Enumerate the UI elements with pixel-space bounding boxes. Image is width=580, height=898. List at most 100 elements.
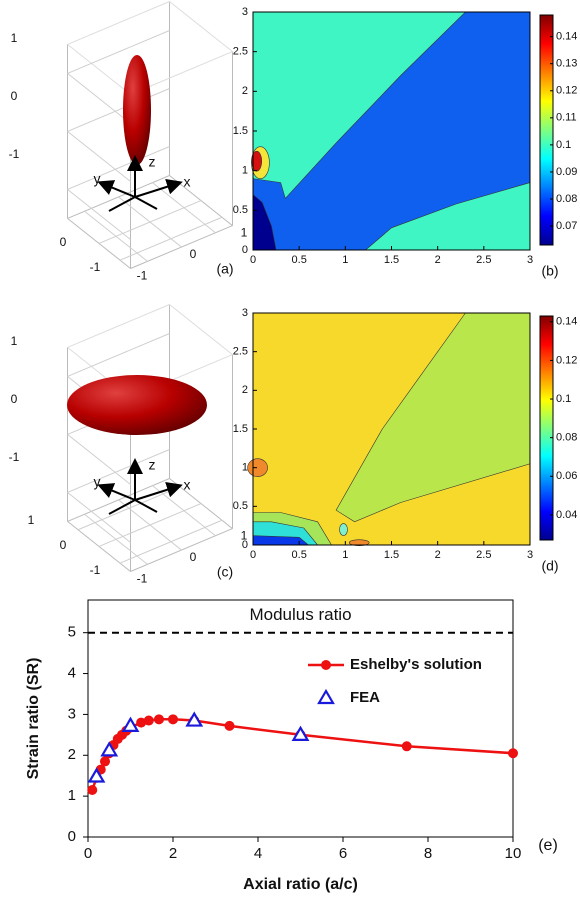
panel-label: (a) bbox=[216, 261, 233, 277]
panel-label: (b) bbox=[541, 263, 558, 279]
x-tick-label: 4 bbox=[254, 845, 262, 862]
legend-label: Eshelby's solution bbox=[350, 656, 482, 673]
colorbar-tick-label: 0.07 bbox=[556, 220, 577, 232]
y-tick-label: -1 bbox=[90, 563, 101, 577]
axis-letter: y bbox=[94, 171, 101, 187]
colorbar-tick-label: 0.12 bbox=[556, 354, 577, 366]
y-tick-label: 4 bbox=[68, 665, 76, 682]
colorbar-tick-label: 0.14 bbox=[556, 316, 577, 328]
box-edge bbox=[169, 1, 233, 52]
box-edge bbox=[67, 304, 170, 348]
grid-line bbox=[98, 200, 202, 244]
y-tick-label: 0.5 bbox=[233, 500, 248, 512]
colorbar-tick-label: 0.1 bbox=[556, 393, 571, 405]
grid-line bbox=[67, 333, 170, 377]
data-point bbox=[100, 756, 110, 767]
contour-region bbox=[247, 458, 268, 477]
x-tick-label: 1.5 bbox=[384, 549, 399, 561]
x-tick-label: 0 bbox=[250, 549, 256, 561]
x-tick-label: 2.5 bbox=[476, 549, 491, 561]
x-tick-label: 0 bbox=[190, 247, 197, 261]
data-point bbox=[87, 767, 106, 783]
legend-label: FEA bbox=[350, 689, 380, 706]
axis-stub bbox=[108, 499, 136, 515]
grid-line bbox=[119, 216, 223, 261]
y-tick-label: -1 bbox=[90, 260, 101, 274]
y-axis-label: Strain ratio (SR) bbox=[25, 658, 42, 780]
x-tick-label: 1.5 bbox=[384, 254, 399, 266]
x-arrow bbox=[134, 482, 183, 501]
colorbar-tick-label: 0.04 bbox=[556, 509, 577, 521]
box-edge bbox=[67, 1, 170, 45]
y-tick-label: 1 bbox=[28, 513, 35, 527]
axis-letter: x bbox=[184, 477, 191, 493]
y-tick-label: 0 bbox=[242, 539, 248, 551]
y-tick-label: 0 bbox=[60, 235, 67, 249]
x-tick-label: -1 bbox=[137, 269, 148, 283]
x-arrow bbox=[134, 179, 183, 198]
y-tick-label: 1.5 bbox=[233, 423, 248, 435]
x-tick-label: 2.5 bbox=[476, 254, 491, 266]
colorbar-tick-label: 0.14 bbox=[556, 31, 577, 43]
x-tick-label: 3 bbox=[527, 254, 533, 266]
grid-line bbox=[67, 189, 131, 240]
colorbar-tick-label: 0.08 bbox=[556, 193, 577, 205]
x-tick-label: 10 bbox=[505, 845, 522, 862]
x-tick-label: 1 bbox=[342, 549, 348, 561]
reference-label: Modulus ratio bbox=[249, 605, 351, 624]
legend-marker bbox=[321, 660, 331, 670]
data-point bbox=[121, 716, 140, 732]
data-point bbox=[153, 714, 164, 725]
y-tick-label: 2 bbox=[68, 746, 76, 763]
y-tick-label: 2 bbox=[242, 85, 248, 97]
colorbar-tick-label: 0.09 bbox=[556, 166, 577, 178]
data-point bbox=[87, 785, 98, 796]
y-tick-label: 1 bbox=[242, 462, 248, 474]
y-tick-label: 0.5 bbox=[233, 204, 248, 216]
y-tick-label: 2 bbox=[242, 384, 248, 396]
data-point bbox=[143, 715, 154, 726]
grid-line bbox=[67, 449, 170, 493]
grid-line bbox=[67, 492, 131, 543]
legend-marker bbox=[317, 688, 335, 705]
x-tick-label: 0.5 bbox=[292, 254, 307, 266]
axis-letter: z bbox=[149, 457, 156, 473]
y-tick-label: 1 bbox=[68, 787, 76, 804]
data-point bbox=[100, 741, 119, 757]
data-point bbox=[401, 741, 412, 752]
data-point bbox=[224, 720, 235, 731]
grid-line bbox=[67, 88, 170, 132]
axis-stub bbox=[134, 499, 158, 513]
axis-stub bbox=[108, 196, 136, 212]
x-tick-label: 2 bbox=[435, 549, 441, 561]
y-tick-label: 5 bbox=[68, 624, 76, 641]
y-arrow bbox=[97, 483, 136, 501]
x-tick-label: -1 bbox=[137, 572, 148, 586]
grid-line bbox=[67, 73, 131, 124]
grid-line bbox=[67, 131, 131, 182]
y-tick-label: 1 bbox=[242, 165, 248, 177]
plot-frame bbox=[87, 599, 514, 838]
panel-label: (d) bbox=[541, 558, 558, 574]
colorbar-tick-label: 0.1 bbox=[556, 139, 571, 151]
axis-stub bbox=[134, 196, 158, 210]
ellipsoid bbox=[67, 375, 207, 435]
x-tick-label: 0 bbox=[250, 254, 256, 266]
grid-line bbox=[67, 434, 131, 485]
y-tick-label: 0 bbox=[60, 538, 67, 552]
y-tick-label: 1.5 bbox=[233, 125, 248, 137]
colorbar-tick-label: 0.08 bbox=[556, 432, 577, 444]
contour-region bbox=[339, 523, 348, 536]
colorbar bbox=[539, 14, 554, 246]
x-tick-label: 2 bbox=[435, 254, 441, 266]
x-tick-label: 1 bbox=[241, 226, 248, 240]
grid-line bbox=[119, 519, 223, 564]
y-arrow bbox=[97, 180, 136, 198]
grid-line bbox=[77, 486, 181, 531]
grid-line bbox=[67, 146, 170, 190]
z-tick-label: 1 bbox=[11, 334, 18, 348]
colorbar-tick-label: 0.12 bbox=[556, 85, 577, 97]
grid-line bbox=[98, 503, 202, 547]
y-tick-label: 2.5 bbox=[233, 346, 248, 358]
